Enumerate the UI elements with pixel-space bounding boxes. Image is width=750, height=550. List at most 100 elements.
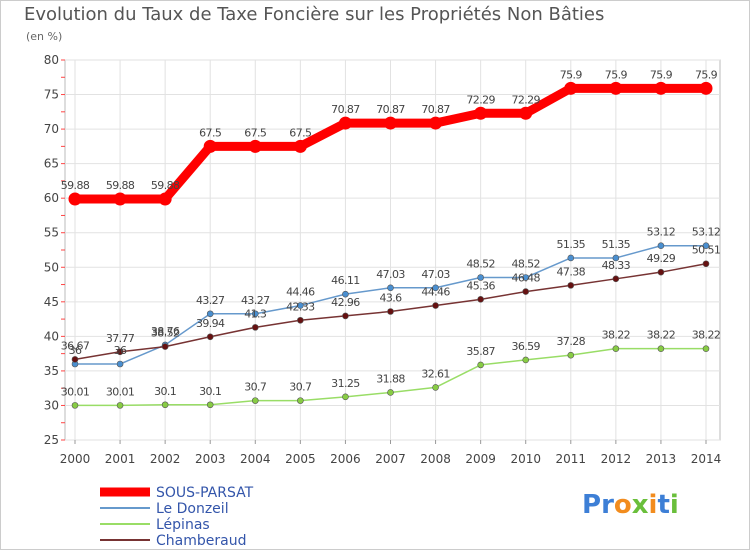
data-point xyxy=(432,284,439,292)
x-tick-label: 2009 xyxy=(465,452,496,466)
data-label: 45.36 xyxy=(466,279,495,292)
y-tick-label: 60 xyxy=(44,191,59,205)
data-label: 39.94 xyxy=(196,317,225,330)
data-label: 67.5 xyxy=(289,126,312,139)
data-label: 49.29 xyxy=(647,252,676,265)
data-point xyxy=(702,242,710,250)
data-label: 36 xyxy=(114,344,127,357)
data-point xyxy=(251,310,259,318)
data-point xyxy=(567,351,575,359)
data-point xyxy=(297,316,304,324)
data-label: 38.52 xyxy=(151,327,180,340)
data-label: 48.52 xyxy=(466,257,495,270)
data-point xyxy=(612,254,620,262)
y-tick-label: 30 xyxy=(44,398,59,412)
y-tick-label: 80 xyxy=(44,53,59,67)
data-label: 30.7 xyxy=(244,381,267,394)
y-tick-label: 55 xyxy=(44,226,59,240)
data-label: 51.35 xyxy=(602,238,631,251)
x-tick-label: 2004 xyxy=(240,452,271,466)
data-label: 53.12 xyxy=(692,226,721,239)
data-point xyxy=(612,275,620,283)
data-point xyxy=(251,324,259,331)
data-label-layer: 59.88 59.88 59.88 67.5 67.5 67.5 70.87 70.87 70.… xyxy=(61,68,721,398)
data-point xyxy=(387,389,394,396)
data-label: 53.12 xyxy=(647,226,676,239)
data-label: 43.27 xyxy=(196,294,225,307)
data-label: 47.38 xyxy=(557,265,586,278)
data-point xyxy=(522,274,530,281)
data-label: 44.46 xyxy=(421,286,450,299)
data-point xyxy=(387,284,394,292)
data-point xyxy=(203,139,217,153)
data-point xyxy=(609,81,623,95)
data-label: 31.25 xyxy=(331,377,360,390)
data-label: 59.88 xyxy=(61,179,90,192)
data-label: 72.29 xyxy=(466,93,495,106)
y-axis-unit-label: (en %) xyxy=(26,30,63,43)
data-label: 47.03 xyxy=(421,268,450,281)
data-point xyxy=(206,401,214,409)
data-point xyxy=(297,397,304,404)
data-label: 44.46 xyxy=(286,286,315,299)
data-label: 59.88 xyxy=(151,179,180,192)
data-label: 42.96 xyxy=(331,296,360,309)
data-point xyxy=(338,116,352,130)
data-point xyxy=(387,308,394,315)
data-label: 75.9 xyxy=(695,68,718,81)
axis-layer: 25 30 35 40 45 50 55 60 65 70 75 80 2000 2001 2002 2003… xyxy=(44,53,722,466)
data-point xyxy=(657,268,665,276)
data-point xyxy=(71,356,79,363)
x-tick-label: 2012 xyxy=(601,452,632,466)
data-point xyxy=(432,302,439,309)
data-label: 32.61 xyxy=(421,367,450,380)
data-label: 47.03 xyxy=(376,268,405,281)
logo-letter: x xyxy=(631,490,649,520)
data-point xyxy=(251,397,259,404)
x-tick-label: 2003 xyxy=(195,452,226,466)
data-label: 30.7 xyxy=(289,381,312,394)
data-label: 46.11 xyxy=(331,274,360,287)
x-tick-label: 2001 xyxy=(105,452,136,466)
y-tick-label: 70 xyxy=(44,122,59,136)
data-point xyxy=(113,192,127,206)
data-point xyxy=(68,192,82,206)
data-label: 38.76 xyxy=(151,325,180,338)
data-point xyxy=(477,274,484,281)
x-tick-label: 2005 xyxy=(285,452,316,466)
y-tick-label: 50 xyxy=(44,260,59,274)
x-tick-label: 2014 xyxy=(691,452,722,466)
data-point xyxy=(567,282,575,289)
legend-label: Le Donzeil xyxy=(156,501,229,517)
data-point xyxy=(567,254,575,262)
data-label: 51.35 xyxy=(557,238,586,251)
data-point xyxy=(432,384,439,391)
data-point xyxy=(297,302,304,309)
data-point xyxy=(161,401,169,409)
data-point xyxy=(477,296,484,303)
x-tick-label: 2008 xyxy=(420,452,451,466)
data-label: 35.87 xyxy=(466,345,495,358)
data-label: 46.48 xyxy=(511,272,540,285)
data-label: 43.27 xyxy=(241,294,270,307)
y-tick-label: 65 xyxy=(44,157,59,171)
x-tick-label: 2006 xyxy=(330,452,361,466)
x-tick-label: 2011 xyxy=(556,452,587,466)
data-label: 70.87 xyxy=(376,103,405,116)
data-label: 48.52 xyxy=(511,257,540,270)
data-point xyxy=(612,345,620,352)
data-label: 30.1 xyxy=(154,385,176,398)
data-point xyxy=(116,402,124,409)
data-point xyxy=(342,312,349,320)
data-point xyxy=(522,288,530,295)
logo-letter: i xyxy=(669,490,679,520)
data-point xyxy=(342,393,349,401)
logo-letter: o xyxy=(613,490,632,520)
data-label: 38.22 xyxy=(692,329,721,342)
data-label: 38.22 xyxy=(647,329,676,342)
series-layer xyxy=(68,81,713,409)
data-point xyxy=(206,333,214,341)
data-point xyxy=(657,242,665,250)
